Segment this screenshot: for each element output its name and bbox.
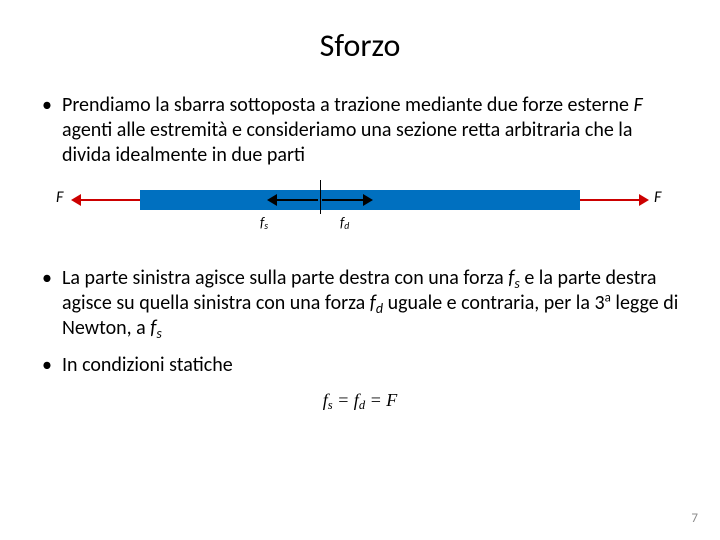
force-arrow-F-left: [80, 199, 140, 201]
force-arrow-F-right: [580, 199, 640, 201]
page-number: 7: [691, 511, 698, 526]
section-line: [320, 180, 321, 214]
bullet-3: In condizioni statiche: [40, 353, 680, 378]
bullet-2: La parte sinistra agisce sulla parte des…: [40, 266, 680, 341]
bullet-1: Prendiamo la sbarra sottoposta a trazion…: [40, 93, 680, 168]
label-F-left: F: [56, 188, 63, 207]
label-F-right: F: [654, 188, 661, 207]
label-fd: fd: [340, 214, 349, 231]
equation: fs = fd = F: [40, 390, 680, 411]
tension-diagram: F F fs fd: [40, 180, 680, 240]
label-fs: fs: [260, 214, 268, 231]
force-arrow-fs: [276, 199, 318, 201]
page-title: Sforzo: [40, 26, 680, 65]
force-arrow-fd: [322, 199, 364, 201]
